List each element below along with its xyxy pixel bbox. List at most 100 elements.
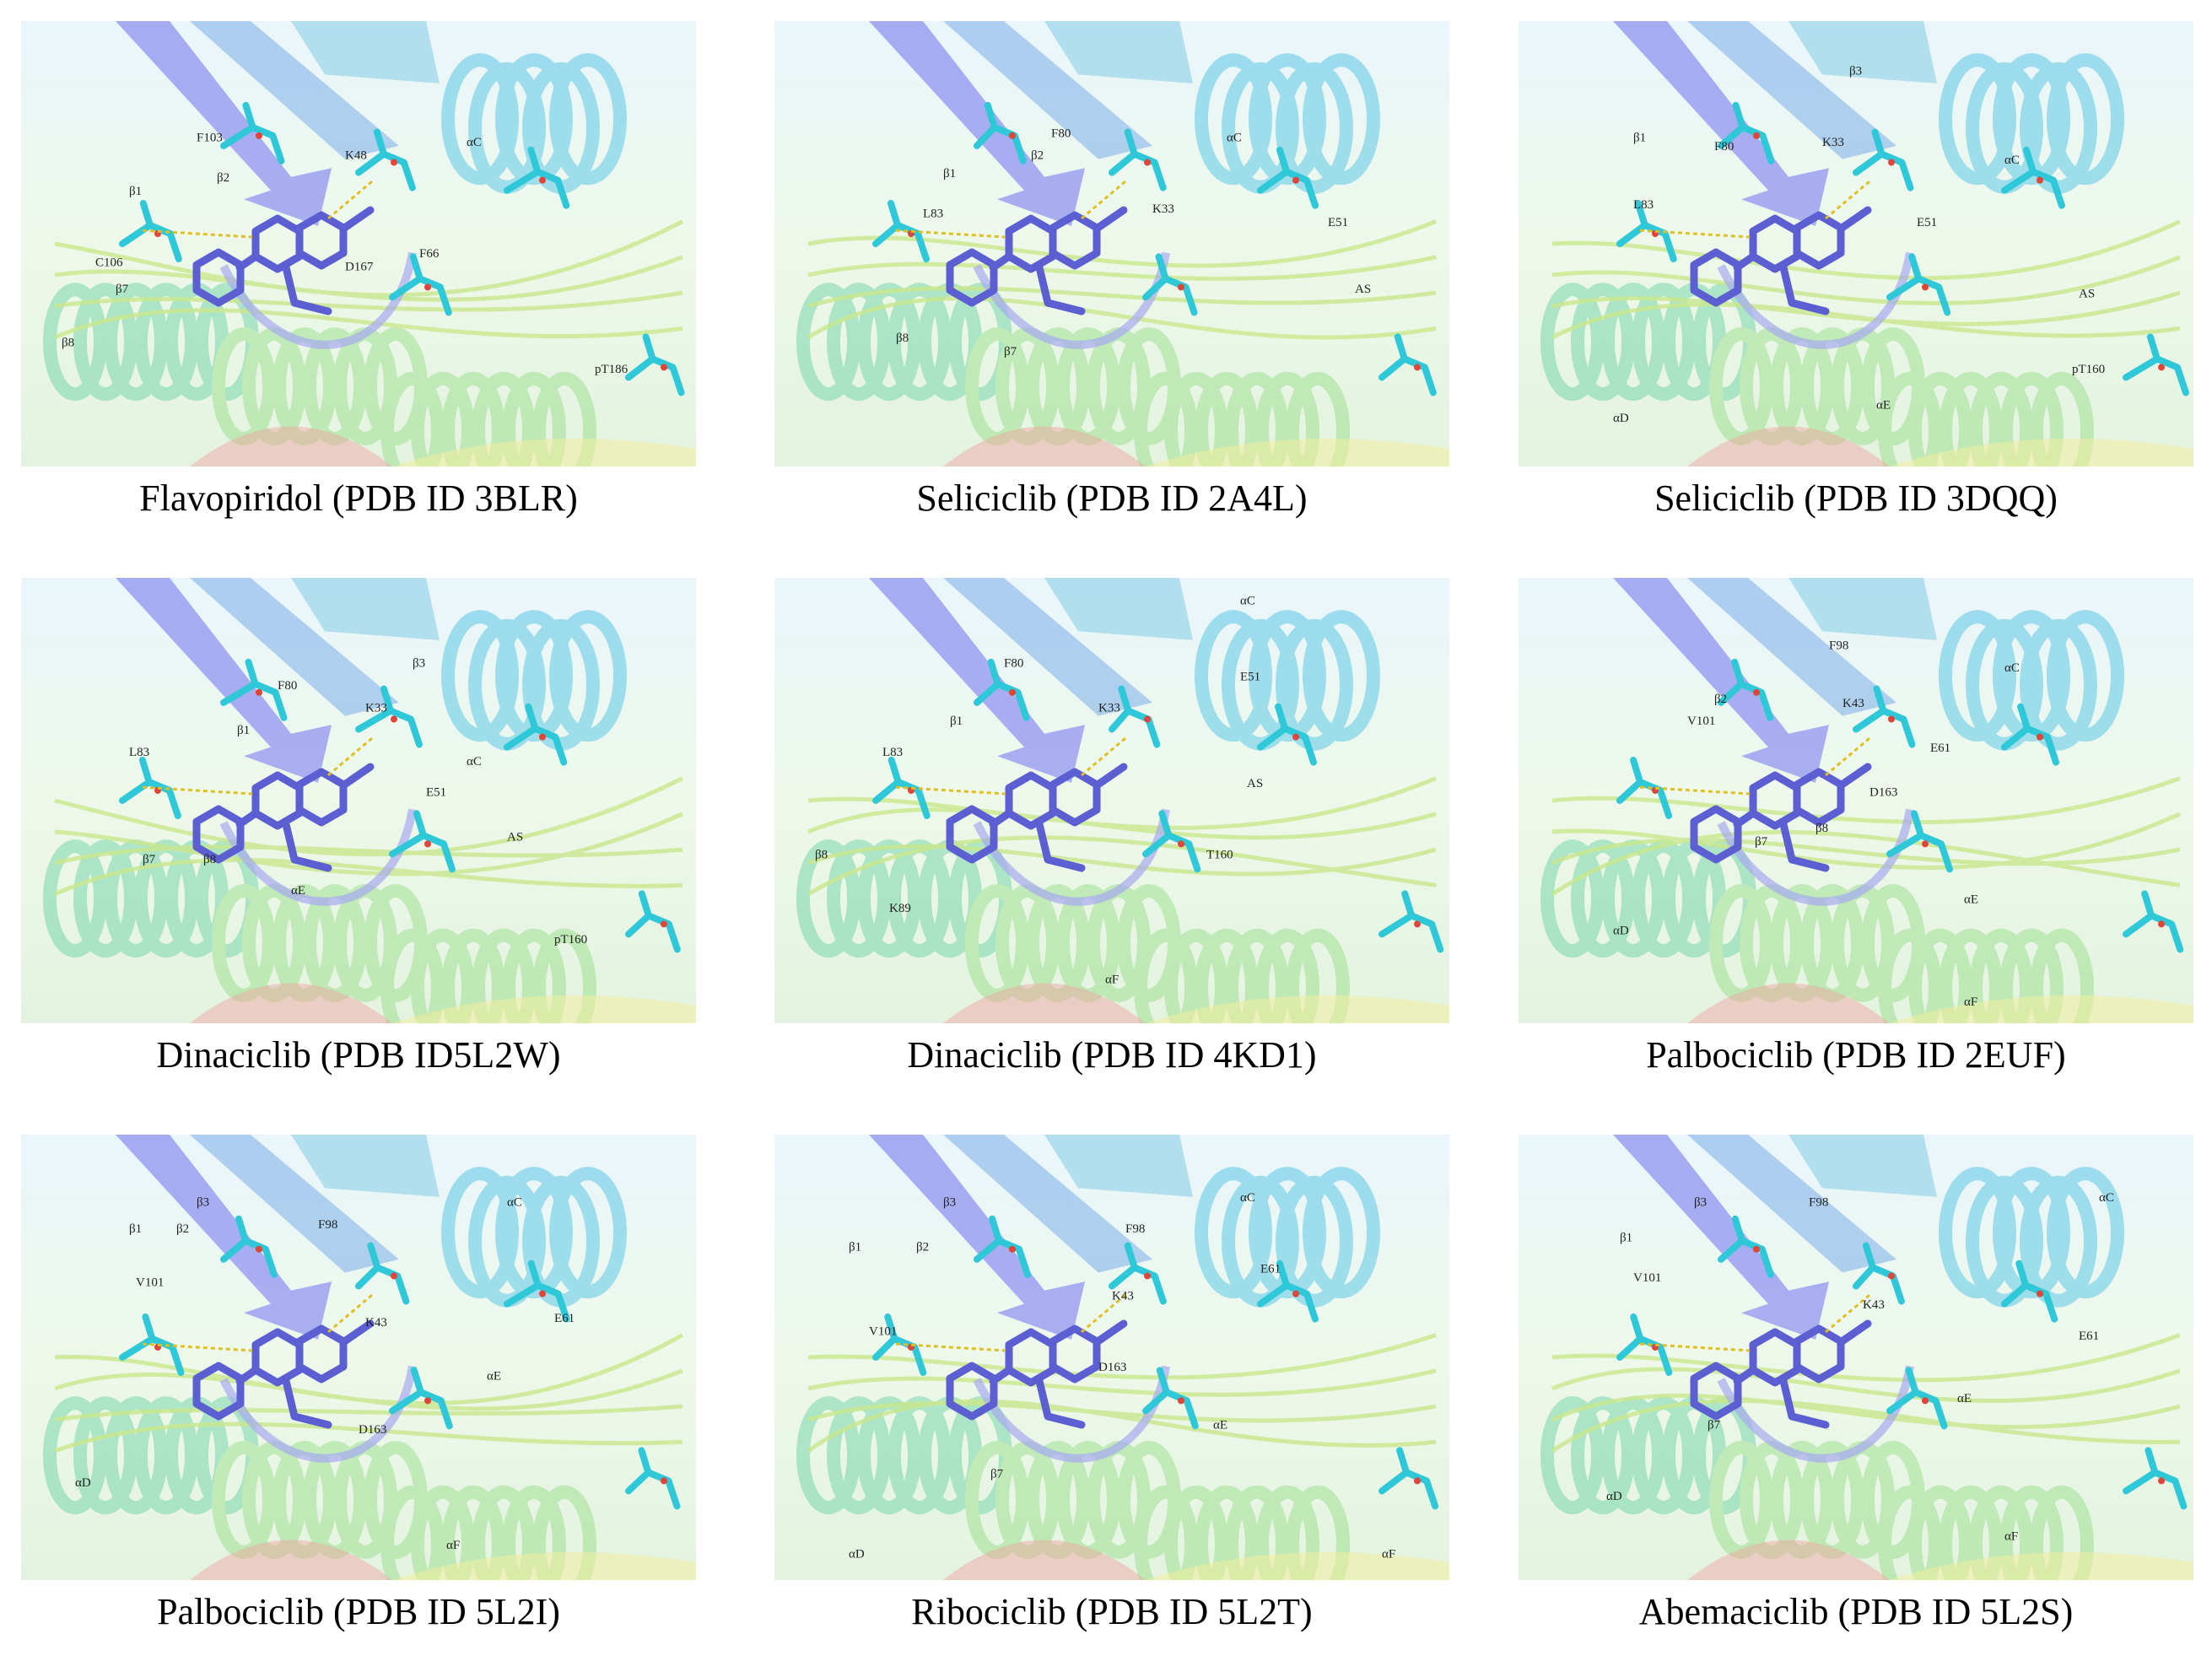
residue-label: αD xyxy=(75,1476,91,1490)
residue-label: β2 xyxy=(217,171,229,185)
protein-structure-render: β3 αC β1 β2 F98 V101 K43 E61 αE D163 αD αF xyxy=(21,1135,696,1580)
beta-sheet xyxy=(869,1135,1193,1340)
residue-label: L83 xyxy=(129,746,149,759)
residue-label: αC xyxy=(1227,132,1242,145)
structure-panel-1: F103 K48 αC β1 β2 F66 C106 D167 β7 β8 pT186 xyxy=(21,21,696,467)
residue-label: K43 xyxy=(1863,1298,1885,1312)
ligand-stick-model xyxy=(946,763,1128,872)
residue-label: αF xyxy=(2004,1530,2018,1544)
residue-label: E51 xyxy=(1917,216,1937,229)
hydrogen-bonds xyxy=(142,180,373,239)
residue-label: K48 xyxy=(345,149,367,163)
residue-label: β3 xyxy=(943,1196,956,1210)
structure-panel-7: β3 αC β1 β2 F98 V101 K43 E61 αE D163 αD αF xyxy=(21,1135,696,1580)
red-loop xyxy=(1687,983,1890,1023)
residue-label: β7 xyxy=(1708,1419,1721,1432)
loops xyxy=(807,1333,1437,1453)
residue-label: F98 xyxy=(1829,639,1848,653)
residue-label: D167 xyxy=(345,261,374,274)
residue-labels: β1 β2 F80 αC L83 K33 E51 AS β8 β7 xyxy=(896,127,1371,359)
panel-caption: Palbociclib (PDB ID 5L2I) xyxy=(157,1591,560,1632)
residue-label: β8 xyxy=(815,849,828,862)
loops xyxy=(807,776,1437,897)
residue-sticks xyxy=(1616,1215,2188,1510)
hydrogen-bonds xyxy=(895,180,1126,239)
panel-caption: Dinaciclib (PDB ID5L2W) xyxy=(156,1034,561,1076)
residue-label: K33 xyxy=(1822,136,1844,149)
loops xyxy=(53,776,684,897)
residue-label: E61 xyxy=(1930,742,1950,755)
residue-label: αF xyxy=(1382,1548,1395,1561)
residue-label: V101 xyxy=(869,1325,897,1339)
hydrogen-bonds xyxy=(142,736,373,796)
residue-label: αE xyxy=(1876,398,1891,412)
beta-sheet xyxy=(1613,1135,1937,1340)
residue-label: D163 xyxy=(1869,786,1897,800)
hydrogen-bonds xyxy=(895,736,1126,796)
residue-label: E51 xyxy=(1328,216,1348,229)
residue-label: β8 xyxy=(896,332,909,345)
yellow-segment xyxy=(392,439,696,467)
residue-label: αD xyxy=(1606,1490,1622,1503)
alpha-helices-lower xyxy=(1540,283,2094,467)
residue-label: L83 xyxy=(1633,198,1654,212)
residue-label: K43 xyxy=(1842,697,1864,710)
residue-label: αC xyxy=(1240,595,1255,608)
residue-label: β1 xyxy=(129,185,142,198)
residue-label: β7 xyxy=(1755,835,1768,849)
protein-structure-render: F103 K48 αC β1 β2 F66 C106 D167 β7 β8 pT186 xyxy=(21,21,696,467)
protein-structure-render: β3 αC F98 β1 β2 K43 E61 V101 D163 αE β7 αD αF xyxy=(774,1135,1449,1580)
residue-label: K33 xyxy=(1152,202,1174,216)
residue-label: β1 xyxy=(943,167,956,181)
residue-label: C106 xyxy=(95,256,123,269)
residue-label: β8 xyxy=(203,853,216,866)
residue-label: αC xyxy=(2004,154,2020,167)
residue-label: pT186 xyxy=(595,363,629,376)
residue-label: αC xyxy=(467,755,482,769)
yellow-segment xyxy=(392,1552,696,1580)
residue-label: AS xyxy=(1355,283,1371,296)
hydrogen-bonds xyxy=(1639,736,1870,796)
residue-label: β3 xyxy=(1849,64,1862,78)
residue-labels: F103 K48 αC β1 β2 F66 C106 D167 β7 β8 pT186 xyxy=(62,132,629,377)
panel-caption: Ribociclib (PDB ID 5L2T) xyxy=(911,1591,1313,1632)
residue-label: αF xyxy=(446,1539,460,1552)
red-loop xyxy=(1687,426,1890,467)
residue-labels: β3 F98 αC β1 V101 K43 E61 αE β7 αD αF xyxy=(1606,1191,2114,1543)
residue-label: αC xyxy=(507,1196,522,1210)
protein-structure-render: β3 β1 F80 K33 αC L83 E51 AS pT160 αD αE xyxy=(1519,21,2193,467)
alpha-helices-lower xyxy=(1540,1396,2094,1580)
residue-label: D163 xyxy=(359,1423,386,1437)
residue-label: F98 xyxy=(318,1218,337,1232)
residue-sticks xyxy=(119,1215,681,1510)
alpha-c-helix xyxy=(1939,610,2124,751)
residue-label: β3 xyxy=(413,657,425,671)
structure-panel-4: F80 β3 K33 β1 αC L83 E51 AS β7 β8 αE pT160 xyxy=(21,578,696,1023)
residue-label: E61 xyxy=(1260,1263,1281,1276)
residue-label: αC xyxy=(2099,1191,2114,1205)
residue-label: β8 xyxy=(1815,822,1828,835)
residue-label: β2 xyxy=(916,1240,929,1254)
residue-label: β8 xyxy=(62,336,74,349)
structure-panel-5: αC F80 E51 β1 K33 L83 AS β8 T160 K89 αF xyxy=(774,578,1449,1023)
residue-label: F80 xyxy=(278,679,297,693)
yellow-segment xyxy=(1146,1552,1449,1580)
hydrogen-bonds xyxy=(1639,180,1870,239)
protein-structure-render: F98 β2 αC K43 V101 E61 D163 β7 β8 αD αE αF xyxy=(1519,578,2193,1023)
residue-label: F80 xyxy=(1051,127,1071,140)
ligand-stick-model xyxy=(1690,1319,1872,1429)
ligand-stick-model xyxy=(946,206,1128,316)
residue-label: αE xyxy=(487,1369,501,1383)
red-loop xyxy=(1687,1540,1890,1580)
beta-sheet xyxy=(1613,21,1937,226)
protein-structure-render: β3 F98 αC β1 V101 K43 E61 αE β7 αD αF xyxy=(1519,1135,2193,1580)
residue-label: AS xyxy=(2079,287,2095,300)
residue-label: αE xyxy=(1964,893,1978,906)
residue-label: K33 xyxy=(365,701,387,715)
residue-label: pT160 xyxy=(554,933,587,947)
residue-sticks xyxy=(872,1215,1439,1510)
residue-label: β1 xyxy=(1633,132,1646,145)
hydrogen-bonds xyxy=(895,1293,1126,1352)
loops xyxy=(54,219,684,340)
residue-sticks xyxy=(872,101,1437,396)
